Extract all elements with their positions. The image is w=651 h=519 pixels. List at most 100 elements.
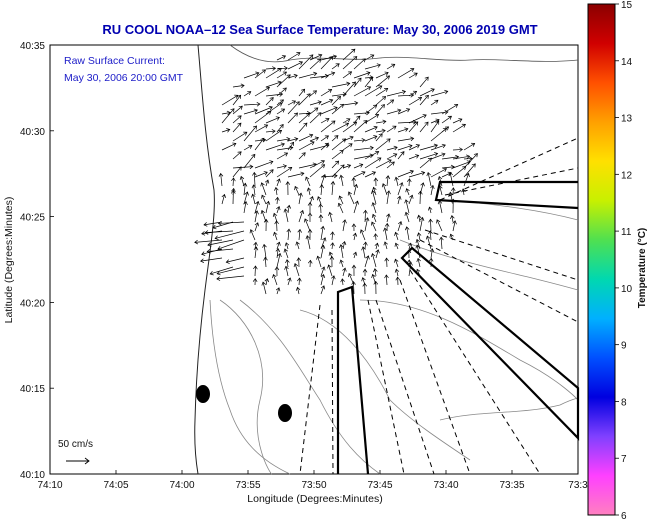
current-vector bbox=[436, 219, 443, 232]
current-vector bbox=[285, 181, 291, 196]
current-vector bbox=[430, 89, 449, 97]
current-vector bbox=[221, 110, 231, 116]
current-vector bbox=[262, 243, 267, 259]
current-vector bbox=[353, 58, 366, 70]
current-vector bbox=[339, 244, 344, 259]
current-vector bbox=[295, 241, 300, 250]
current-vector bbox=[309, 90, 318, 97]
current-vector bbox=[253, 246, 259, 259]
current-vector bbox=[371, 202, 377, 214]
x-axis-label: Longitude (Degrees:Minutes) bbox=[247, 493, 382, 505]
current-vector bbox=[243, 101, 261, 107]
current-vector bbox=[353, 171, 366, 178]
current-vector bbox=[342, 118, 351, 124]
current-vector bbox=[452, 166, 467, 178]
current-vector bbox=[404, 226, 410, 241]
current-vector bbox=[309, 136, 320, 142]
current-vector bbox=[320, 173, 338, 179]
current-vector bbox=[397, 144, 413, 151]
current-vector bbox=[209, 266, 234, 276]
current-vector bbox=[276, 252, 282, 268]
current-vector bbox=[359, 229, 366, 241]
current-vector bbox=[309, 100, 322, 106]
current-vector bbox=[305, 235, 311, 250]
x-tick-label: 73:40 bbox=[433, 480, 458, 491]
y-tick-label: 40:35 bbox=[20, 41, 45, 52]
current-vector bbox=[293, 262, 300, 277]
current-vector bbox=[232, 122, 242, 133]
current-vector bbox=[265, 80, 282, 88]
current-vector bbox=[362, 268, 368, 277]
transect-line bbox=[367, 299, 405, 475]
current-vector bbox=[263, 218, 269, 232]
current-vector bbox=[419, 216, 425, 232]
current-vector bbox=[430, 99, 439, 106]
x-tick-label: 73:50 bbox=[301, 480, 326, 491]
current-vector bbox=[361, 246, 366, 259]
current-vector bbox=[217, 220, 245, 226]
current-vector bbox=[375, 249, 380, 259]
colorbar-ticks: 15 14 13 12 11 10 9 8 7 6 bbox=[615, 0, 633, 519]
current-vector bbox=[375, 138, 391, 151]
current-vector bbox=[452, 118, 463, 124]
current-vector bbox=[317, 196, 322, 205]
current-vector bbox=[330, 231, 335, 241]
current-vector bbox=[397, 195, 402, 205]
current-vector bbox=[320, 98, 334, 106]
current-vector bbox=[243, 71, 260, 79]
current-vector bbox=[463, 153, 478, 169]
x-tick-label: 73:35 bbox=[499, 480, 524, 491]
x-tick-label: 73:3 bbox=[568, 480, 588, 491]
current-vector bbox=[263, 256, 268, 268]
current-vector bbox=[275, 248, 281, 259]
current-vector bbox=[425, 235, 432, 250]
current-vector bbox=[342, 143, 353, 151]
current-vector bbox=[331, 275, 336, 286]
current-vector bbox=[243, 125, 257, 142]
current-vector bbox=[265, 169, 274, 178]
current-vector bbox=[375, 133, 383, 142]
current-vector bbox=[320, 142, 329, 151]
current-vector bbox=[430, 120, 440, 133]
current-vector bbox=[342, 135, 354, 142]
current-vector bbox=[397, 127, 409, 133]
current-vector bbox=[207, 239, 234, 247]
current-vector bbox=[364, 171, 376, 178]
current-vector bbox=[364, 114, 380, 124]
current-vector bbox=[430, 184, 435, 196]
current-vector bbox=[304, 218, 311, 232]
current-vector bbox=[298, 141, 315, 151]
current-vector bbox=[364, 63, 381, 70]
current-vector bbox=[231, 177, 236, 187]
current-vector bbox=[463, 163, 476, 178]
current-vector bbox=[260, 182, 267, 196]
current-vector bbox=[452, 154, 471, 160]
current-vector bbox=[276, 55, 287, 61]
current-vector bbox=[385, 175, 391, 187]
current-vector bbox=[320, 120, 336, 133]
current-vector bbox=[397, 151, 405, 160]
current-vector bbox=[320, 273, 326, 286]
current-vector bbox=[362, 282, 368, 295]
colorbar bbox=[587, 3, 616, 516]
current-vector bbox=[287, 101, 300, 115]
colorbar-tick-label: 7 bbox=[621, 454, 627, 465]
current-vector bbox=[221, 193, 227, 205]
current-vector bbox=[419, 121, 429, 133]
current-vector bbox=[261, 281, 267, 295]
current-vector bbox=[341, 241, 347, 250]
current-vector bbox=[265, 142, 285, 151]
current-vector bbox=[253, 265, 258, 277]
coastline bbox=[194, 44, 215, 475]
current-vector bbox=[295, 286, 301, 295]
current-vector bbox=[353, 153, 374, 160]
bathymetry-contour bbox=[209, 299, 291, 475]
current-vector bbox=[232, 105, 243, 115]
y-tick-label: 40:25 bbox=[20, 213, 45, 224]
current-vector bbox=[408, 144, 420, 151]
current-vector bbox=[370, 190, 377, 205]
current-vector bbox=[243, 153, 256, 169]
current-vector bbox=[404, 199, 410, 214]
current-vector bbox=[342, 81, 356, 97]
current-vector bbox=[287, 61, 303, 70]
